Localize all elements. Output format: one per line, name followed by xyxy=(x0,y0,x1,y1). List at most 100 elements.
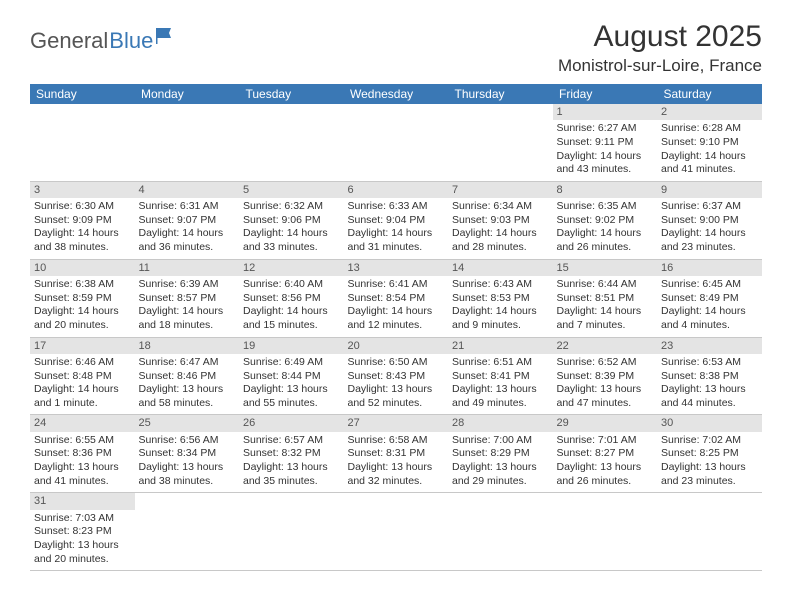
calendar-cell: 19 Sunrise: 6:49 AMSunset: 8:44 PMDayligh… xyxy=(239,337,344,415)
calendar-cell: 11Sunrise: 6:39 AMSunset: 8:57 PMDayligh… xyxy=(135,259,240,337)
day-number: 10 xyxy=(30,260,135,276)
calendar-cell: 25 Sunrise: 6:56 AMSunset: 8:34 PMDayligh… xyxy=(135,415,240,493)
day-number: 12 xyxy=(239,260,344,276)
calendar-cell: 20 Sunrise: 6:50 AMSunset: 8:43 PMDayligh… xyxy=(344,337,449,415)
day-info: Sunrise: 7:00 AMSunset: 8:29 PMDaylight:… xyxy=(452,434,549,489)
day-info: Sunrise: 7:02 AMSunset: 8:25 PMDaylight:… xyxy=(661,434,758,489)
day-number: 31 xyxy=(30,493,135,509)
day-number: 29 xyxy=(553,415,658,431)
weekday-header: Tuesday xyxy=(239,84,344,104)
day-info: Sunrise: 6:50 AMSunset: 8:43 PMDaylight:… xyxy=(348,356,445,411)
weekday-header: Monday xyxy=(135,84,240,104)
calendar-cell: 7 Sunrise: 6:34 AMSunset: 9:03 PMDaylight… xyxy=(448,181,553,259)
calendar-row: 3Sunrise: 6:30 AMSunset: 9:09 PMDaylight… xyxy=(30,181,762,259)
day-number: 4 xyxy=(135,182,240,198)
day-number: 26 xyxy=(239,415,344,431)
day-info: Sunrise: 6:52 AMSunset: 8:39 PMDaylight:… xyxy=(557,356,654,411)
day-number: 13 xyxy=(344,260,449,276)
calendar-cell xyxy=(239,104,344,181)
day-info: Sunrise: 6:38 AMSunset: 8:59 PMDaylight:… xyxy=(34,278,131,333)
day-info: Sunrise: 6:56 AMSunset: 8:34 PMDaylight:… xyxy=(139,434,236,489)
logo-text-general: General xyxy=(30,28,108,54)
calendar-cell: 8Sunrise: 6:35 AMSunset: 9:02 PMDaylight… xyxy=(553,181,658,259)
calendar-cell: 12 Sunrise: 6:40 AMSunset: 8:56 PMDayligh… xyxy=(239,259,344,337)
day-info: Sunrise: 6:49 AMSunset: 8:44 PMDaylight:… xyxy=(243,356,340,411)
day-number: 23 xyxy=(657,338,762,354)
day-info: Sunrise: 6:35 AMSunset: 9:02 PMDaylight:… xyxy=(557,200,654,255)
month-title: August 2025 xyxy=(558,20,762,54)
calendar-cell xyxy=(344,493,449,571)
calendar-cell: 9Sunrise: 6:37 AMSunset: 9:00 PMDaylight… xyxy=(657,181,762,259)
flag-icon xyxy=(156,26,178,49)
calendar-row: 17 Sunrise: 6:46 AMSunset: 8:48 PMDayligh… xyxy=(30,337,762,415)
day-number: 1 xyxy=(553,104,658,120)
weekday-header: Sunday xyxy=(30,84,135,104)
calendar-cell xyxy=(30,104,135,181)
weekday-header: Wednesday xyxy=(344,84,449,104)
day-number: 9 xyxy=(657,182,762,198)
day-number: 30 xyxy=(657,415,762,431)
calendar-cell: 28 Sunrise: 7:00 AMSunset: 8:29 PMDayligh… xyxy=(448,415,553,493)
calendar-cell: 21Sunrise: 6:51 AMSunset: 8:41 PMDayligh… xyxy=(448,337,553,415)
day-info: Sunrise: 6:44 AMSunset: 8:51 PMDaylight:… xyxy=(557,278,654,333)
calendar-cell: 3Sunrise: 6:30 AMSunset: 9:09 PMDaylight… xyxy=(30,181,135,259)
calendar-cell: 13 Sunrise: 6:41 AMSunset: 8:54 PMDayligh… xyxy=(344,259,449,337)
day-number: 7 xyxy=(448,182,553,198)
day-info: Sunrise: 6:34 AMSunset: 9:03 PMDaylight:… xyxy=(452,200,549,255)
calendar-cell: 2Sunrise: 6:28 AMSunset: 9:10 PMDaylight… xyxy=(657,104,762,181)
calendar-cell: 22 Sunrise: 6:52 AMSunset: 8:39 PMDayligh… xyxy=(553,337,658,415)
calendar-row: 31 Sunrise: 7:03 AMSunset: 8:23 PMDayligh… xyxy=(30,493,762,571)
day-info: Sunrise: 6:46 AMSunset: 8:48 PMDaylight:… xyxy=(34,356,131,411)
day-number: 22 xyxy=(553,338,658,354)
calendar-cell: 17 Sunrise: 6:46 AMSunset: 8:48 PMDayligh… xyxy=(30,337,135,415)
day-info: Sunrise: 6:27 AMSunset: 9:11 PMDaylight:… xyxy=(557,122,654,177)
day-number: 18 xyxy=(135,338,240,354)
day-number: 28 xyxy=(448,415,553,431)
calendar-row: 1 Sunrise: 6:27 AMSunset: 9:11 PMDaylight… xyxy=(30,104,762,181)
calendar-cell: 26 Sunrise: 6:57 AMSunset: 8:32 PMDayligh… xyxy=(239,415,344,493)
calendar-cell xyxy=(135,493,240,571)
day-number: 25 xyxy=(135,415,240,431)
calendar-cell: 1 Sunrise: 6:27 AMSunset: 9:11 PMDaylight… xyxy=(553,104,658,181)
day-number: 11 xyxy=(135,260,240,276)
title-block: August 2025 Monistrol-sur-Loire, France xyxy=(558,20,762,76)
logo: General Blue xyxy=(30,28,178,54)
location: Monistrol-sur-Loire, France xyxy=(558,56,762,76)
day-number: 19 xyxy=(239,338,344,354)
day-number: 5 xyxy=(239,182,344,198)
calendar-cell: 10 Sunrise: 6:38 AMSunset: 8:59 PMDayligh… xyxy=(30,259,135,337)
calendar-cell xyxy=(553,493,658,571)
day-info: Sunrise: 6:40 AMSunset: 8:56 PMDaylight:… xyxy=(243,278,340,333)
weekday-header: Saturday xyxy=(657,84,762,104)
day-number: 16 xyxy=(657,260,762,276)
calendar-cell: 31 Sunrise: 7:03 AMSunset: 8:23 PMDayligh… xyxy=(30,493,135,571)
day-info: Sunrise: 7:03 AMSunset: 8:23 PMDaylight:… xyxy=(34,512,131,567)
day-info: Sunrise: 6:53 AMSunset: 8:38 PMDaylight:… xyxy=(661,356,758,411)
calendar-cell xyxy=(448,104,553,181)
day-number: 14 xyxy=(448,260,553,276)
day-info: Sunrise: 6:41 AMSunset: 8:54 PMDaylight:… xyxy=(348,278,445,333)
calendar-cell: 16Sunrise: 6:45 AMSunset: 8:49 PMDayligh… xyxy=(657,259,762,337)
calendar-row: 24 Sunrise: 6:55 AMSunset: 8:36 PMDayligh… xyxy=(30,415,762,493)
day-info: Sunrise: 6:58 AMSunset: 8:31 PMDaylight:… xyxy=(348,434,445,489)
calendar-cell: 15Sunrise: 6:44 AMSunset: 8:51 PMDayligh… xyxy=(553,259,658,337)
calendar-cell xyxy=(448,493,553,571)
calendar-cell xyxy=(657,493,762,571)
calendar-cell: 27Sunrise: 6:58 AMSunset: 8:31 PMDayligh… xyxy=(344,415,449,493)
day-info: Sunrise: 7:01 AMSunset: 8:27 PMDaylight:… xyxy=(557,434,654,489)
calendar-cell: 14Sunrise: 6:43 AMSunset: 8:53 PMDayligh… xyxy=(448,259,553,337)
day-info: Sunrise: 6:31 AMSunset: 9:07 PMDaylight:… xyxy=(139,200,236,255)
calendar-cell: 6Sunrise: 6:33 AMSunset: 9:04 PMDaylight… xyxy=(344,181,449,259)
day-info: Sunrise: 6:57 AMSunset: 8:32 PMDaylight:… xyxy=(243,434,340,489)
day-number: 20 xyxy=(344,338,449,354)
day-number: 17 xyxy=(30,338,135,354)
weekday-header: Friday xyxy=(553,84,658,104)
day-number: 24 xyxy=(30,415,135,431)
calendar-cell: 24 Sunrise: 6:55 AMSunset: 8:36 PMDayligh… xyxy=(30,415,135,493)
header: General Blue August 2025 Monistrol-sur-L… xyxy=(30,20,762,76)
calendar-cell xyxy=(239,493,344,571)
day-info: Sunrise: 6:51 AMSunset: 8:41 PMDaylight:… xyxy=(452,356,549,411)
day-info: Sunrise: 6:55 AMSunset: 8:36 PMDaylight:… xyxy=(34,434,131,489)
calendar-table: Sunday Monday Tuesday Wednesday Thursday… xyxy=(30,84,762,571)
calendar-cell: 4 Sunrise: 6:31 AMSunset: 9:07 PMDaylight… xyxy=(135,181,240,259)
